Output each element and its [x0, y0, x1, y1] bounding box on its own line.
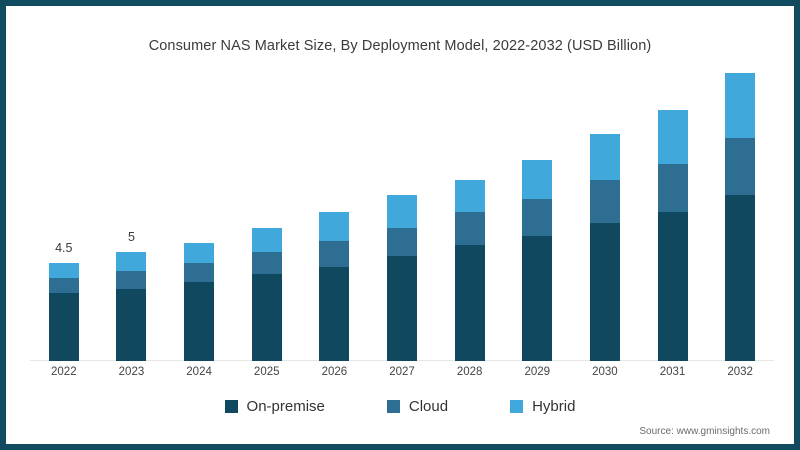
- frame-border-right: [794, 0, 800, 450]
- bar-segment-hybrid[interactable]: [251, 227, 282, 252]
- bar-value-label: 5: [127, 229, 135, 244]
- bar-segment-on-premise[interactable]: [48, 293, 79, 361]
- frame-border-bottom: [0, 444, 800, 450]
- bar-segment-hybrid[interactable]: [725, 72, 756, 139]
- bar-segment-cloud[interactable]: [589, 179, 620, 224]
- bar-segment-on-premise[interactable]: [454, 245, 485, 361]
- bar-segment-on-premise[interactable]: [184, 282, 215, 361]
- bar-segment-on-premise[interactable]: [116, 288, 147, 361]
- bar-segment-cloud[interactable]: [522, 199, 553, 237]
- bar-column[interactable]: [319, 212, 350, 361]
- bar-segment-cloud[interactable]: [48, 277, 79, 294]
- x-axis-tick-2028: 2028: [456, 366, 483, 378]
- x-axis-tick-2032: 2032: [727, 366, 753, 378]
- bar-segment-cloud[interactable]: [116, 271, 147, 289]
- legend-item-cloud[interactable]: Cloud: [386, 398, 449, 415]
- legend-item-on-premise[interactable]: On-premise: [224, 398, 325, 415]
- bar-column[interactable]: [522, 159, 553, 361]
- bar-segment-cloud[interactable]: [657, 164, 688, 213]
- bar-segment-on-premise[interactable]: [251, 273, 282, 361]
- bar-segment-cloud[interactable]: [184, 262, 215, 283]
- bar-segment-hybrid[interactable]: [589, 133, 620, 180]
- bar-segment-on-premise[interactable]: [589, 223, 620, 361]
- bar-segment-cloud[interactable]: [387, 227, 417, 257]
- bar-column[interactable]: [589, 133, 620, 361]
- bar-column[interactable]: [387, 194, 417, 361]
- bar-segment-on-premise[interactable]: [657, 212, 688, 361]
- bar-segment-hybrid[interactable]: [184, 243, 215, 263]
- bar-column[interactable]: [725, 72, 756, 361]
- bar-segment-hybrid[interactable]: [387, 194, 417, 228]
- chart-title: Consumer NAS Market Size, By Deployment …: [148, 38, 652, 54]
- x-axis-tick-2022: 2022: [51, 366, 77, 378]
- bar-segment-hybrid[interactable]: [319, 212, 350, 241]
- bar-column[interactable]: [48, 262, 79, 361]
- bar-column[interactable]: [184, 243, 215, 361]
- chart-card: Consumer NAS Market Size, By Deployment …: [6, 6, 794, 444]
- bar-column[interactable]: [116, 251, 147, 361]
- bar-column[interactable]: [657, 109, 688, 361]
- x-axis-tick-2023: 2023: [118, 366, 145, 378]
- bar-value-label: 4.5: [55, 240, 73, 255]
- bar-segment-hybrid[interactable]: [48, 262, 79, 278]
- bar-column[interactable]: [251, 227, 282, 361]
- x-axis-tick-2027: 2027: [389, 366, 415, 378]
- bar-segment-hybrid[interactable]: [522, 159, 553, 200]
- x-axis-tick-2031: 2031: [659, 366, 686, 378]
- bar-segment-hybrid[interactable]: [657, 109, 688, 165]
- frame-border-left: [0, 0, 6, 450]
- legend-label: On-premise: [246, 398, 325, 415]
- x-axis-tick-2029: 2029: [524, 366, 551, 378]
- bar-segment-on-premise[interactable]: [319, 267, 350, 361]
- x-axis-tick-2026: 2026: [321, 366, 348, 378]
- frame-border-top: [0, 0, 800, 6]
- bar-segment-hybrid[interactable]: [116, 251, 147, 272]
- x-axis-tick-2030: 2030: [592, 366, 618, 378]
- legend-item-hybrid[interactable]: Hybrid: [510, 398, 575, 415]
- chart-legend: On-premise Cloud Hybrid: [6, 398, 794, 415]
- bar-segment-on-premise[interactable]: [725, 194, 756, 361]
- legend-label: Hybrid: [532, 398, 576, 415]
- bar-segment-hybrid[interactable]: [454, 179, 485, 213]
- x-axis-labels: 2022 2023 2024 2025 2026 2027 2028 2029 2030 2031…: [30, 366, 774, 386]
- legend-swatch-icon: [224, 400, 238, 413]
- bar-segment-cloud[interactable]: [319, 240, 350, 268]
- plot-area: 4.5 5: [30, 66, 774, 361]
- bar-segment-cloud[interactable]: [251, 251, 282, 274]
- bar-segment-on-premise[interactable]: [522, 236, 553, 361]
- bar-column[interactable]: [454, 179, 485, 361]
- legend-swatch-icon: [510, 400, 524, 413]
- bar-segment-cloud[interactable]: [454, 212, 485, 246]
- legend-label: Cloud: [408, 398, 449, 415]
- x-axis-tick-2025: 2025: [253, 366, 280, 378]
- x-axis-tick-2024: 2024: [186, 366, 212, 378]
- bar-segment-on-premise[interactable]: [387, 256, 417, 361]
- legend-swatch-icon: [386, 400, 400, 413]
- bar-segment-cloud[interactable]: [725, 138, 756, 195]
- source-attribution: Source: www.gminsights.com: [639, 426, 770, 437]
